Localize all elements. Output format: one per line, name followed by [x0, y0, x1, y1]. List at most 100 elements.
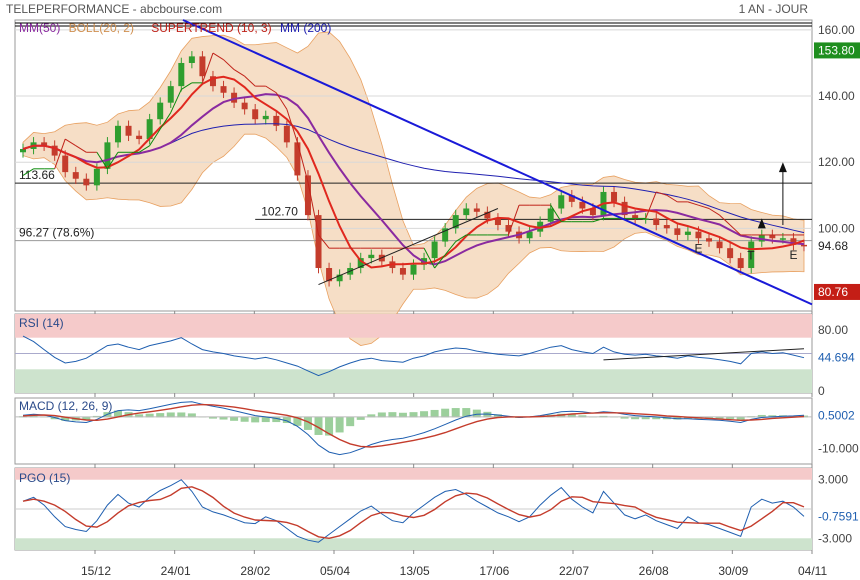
- macd-histogram-bar: [166, 412, 175, 418]
- price-tick-160: 160.00: [818, 23, 855, 37]
- supertrend-segment: [22, 168, 34, 176]
- supertrend-segment: [296, 142, 309, 183]
- supertrend-segment: [444, 241, 457, 256]
- rsi-last-label-group: 44.694: [814, 349, 860, 366]
- macd-histogram-bar: [578, 415, 587, 418]
- pgo-title: PGO (15): [19, 471, 70, 485]
- supertrend-segment: [159, 112, 172, 130]
- supertrend-segment: [233, 69, 245, 77]
- chart-title: TELEPERFORMANCE - abcbourse.com: [6, 2, 223, 16]
- supertrend-value-label-bg: [814, 283, 860, 300]
- macd-last-label-bg: [814, 407, 860, 424]
- supertrend-segment: [64, 138, 77, 147]
- macd-histogram-bar: [187, 413, 196, 418]
- price-legend: MM(50) BOLL(20, 2) SUPERTREND (10, 3) MM (2…: [19, 21, 331, 35]
- supertrend-segment: [687, 201, 699, 206]
- candle-body: [262, 115, 269, 120]
- candle-body: [547, 208, 554, 222]
- candle-body: [125, 125, 132, 136]
- candle-body: [727, 248, 734, 259]
- candle-body: [737, 258, 744, 269]
- legend-item-0: MM(50): [19, 21, 60, 35]
- supertrend-segment: [698, 204, 710, 209]
- macd-histogram-bar: [715, 416, 724, 419]
- rsi-line: [22, 335, 805, 377]
- pgo-upper-zone: [15, 468, 812, 480]
- macd-histogram-bar: [367, 414, 376, 418]
- x-tick-5: 17/06: [479, 564, 509, 578]
- supertrend-value-label: 80.76: [818, 285, 848, 299]
- macd-histogram-bar: [240, 416, 249, 422]
- rsi-last-label: 44.694: [818, 351, 855, 365]
- x-tick-7: 26/08: [639, 564, 669, 578]
- panel-frame-macd: [14, 397, 813, 465]
- supertrend-segment: [508, 205, 520, 236]
- candle-body: [146, 119, 153, 140]
- pgo-lower-zone: [15, 538, 812, 550]
- legend-item-3: MM (200): [280, 21, 331, 35]
- macd-histogram-bar: [462, 408, 471, 418]
- macd-histogram-bar: [441, 408, 450, 418]
- candle-body: [621, 201, 628, 216]
- rsi-tick-80: 80.00: [818, 323, 848, 337]
- trendline-down: [182, 19, 813, 306]
- candle-body: [326, 268, 333, 282]
- supertrend-segment: [107, 152, 119, 170]
- macd-line: [22, 401, 805, 456]
- supertrend-segment: [307, 181, 320, 236]
- mm20-line: [22, 75, 805, 269]
- macd-histogram-bar: [208, 416, 217, 419]
- candle-body: [642, 218, 649, 220]
- macd-histogram-bar: [135, 414, 144, 418]
- candle-body: [368, 254, 375, 259]
- macd-histogram-bar: [652, 416, 661, 420]
- high-value-label-bg: [814, 42, 860, 59]
- macd-histogram-bar: [346, 416, 355, 427]
- mm50-line: [22, 93, 805, 266]
- candle-body: [558, 195, 565, 209]
- candle-body: [452, 215, 459, 229]
- rsi-panel: RSI (14): [15, 314, 812, 393]
- supertrend-segment: [434, 254, 446, 269]
- level-label-1: 102.70: [261, 204, 298, 218]
- candle-body: [220, 86, 227, 93]
- rsi-tick-0: 0: [818, 384, 825, 398]
- supertrend-segment: [265, 85, 277, 94]
- pattern-marker-1: T: [747, 249, 755, 263]
- candle-body: [231, 92, 238, 103]
- candle-body: [484, 211, 491, 219]
- macd-histogram-bar: [641, 416, 650, 420]
- pgo-panel: PGO (15): [15, 468, 812, 550]
- pgo-last-label: -0.7591: [818, 509, 859, 523]
- supertrend-segment: [645, 191, 657, 219]
- candle-body: [473, 208, 480, 212]
- macd-histogram-bar: [620, 416, 629, 419]
- macd-signal-line: [22, 403, 805, 448]
- pgo-tick-3: 3.000: [818, 473, 848, 487]
- macd-histogram-bar: [282, 416, 291, 424]
- candle-body: [410, 264, 417, 275]
- x-tick-0: 15/12: [81, 564, 111, 578]
- macd-histogram-bar: [314, 416, 323, 435]
- macd-histogram-bar: [736, 416, 745, 420]
- pgo-signal-line: [22, 486, 805, 540]
- candle-body: [304, 175, 311, 216]
- candle-body: [241, 102, 248, 110]
- candle-body: [167, 86, 174, 103]
- supertrend-value-label-group: 80.76: [814, 283, 860, 300]
- macd-histogram-bar: [472, 409, 481, 418]
- legend-item-2: SUPERTREND (10, 3): [151, 21, 271, 35]
- pgo-last-label-bg: [814, 508, 860, 525]
- macd-title: MACD (12, 26, 9): [19, 399, 112, 413]
- candle-body: [674, 228, 681, 235]
- macd-histogram-bar: [219, 416, 228, 420]
- rsi-overbought-zone: [15, 314, 812, 338]
- candle-body: [442, 228, 449, 242]
- candle-body: [790, 238, 797, 245]
- candle-body: [494, 218, 501, 226]
- candle-body: [83, 178, 90, 186]
- candle-body: [684, 231, 691, 235]
- candle-body: [252, 109, 259, 120]
- macd-histogram-bar: [398, 412, 407, 418]
- supertrend-segment: [592, 217, 604, 223]
